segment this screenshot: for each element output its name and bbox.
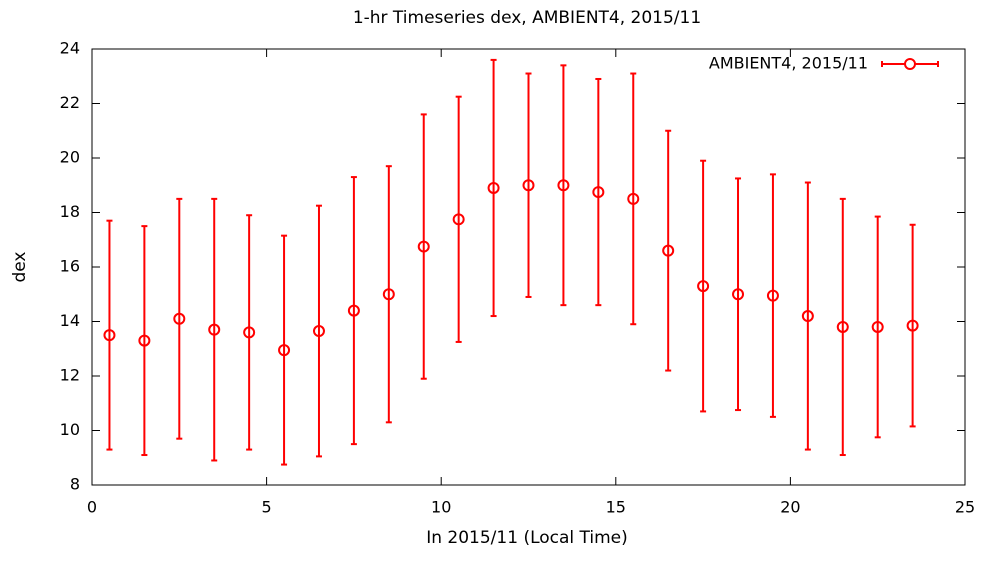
x-axis-label: In 2015/11 (Local Time) xyxy=(426,528,628,548)
point xyxy=(347,304,360,317)
point xyxy=(732,288,745,301)
point xyxy=(871,320,884,333)
point xyxy=(627,192,640,205)
y-tick-label: 16 xyxy=(60,257,80,276)
x-tick-label: 20 xyxy=(780,498,800,517)
point xyxy=(452,213,465,226)
point xyxy=(662,244,675,257)
y-tick-label: 14 xyxy=(60,311,80,330)
y-tick-label: 18 xyxy=(60,202,80,221)
chart-title: 1-hr Timeseries dex, AMBIENT4, 2015/11 xyxy=(353,8,701,28)
point xyxy=(801,310,814,323)
y-axis-label: dex xyxy=(10,251,30,282)
y-tick-label: 12 xyxy=(60,366,80,385)
x-tick-label: 15 xyxy=(606,498,626,517)
x-tick-label: 25 xyxy=(955,498,975,517)
point xyxy=(557,179,570,192)
point xyxy=(417,240,430,253)
y-tick-label: 10 xyxy=(60,420,80,439)
point xyxy=(697,280,710,293)
point xyxy=(906,319,919,332)
y-tick-label: 20 xyxy=(60,148,80,167)
legend-label: AMBIENT4, 2015/11 xyxy=(709,54,868,73)
x-tick-label: 5 xyxy=(262,498,272,517)
point xyxy=(208,323,221,336)
legend-marker xyxy=(904,58,916,70)
point xyxy=(522,179,535,192)
point xyxy=(592,186,605,199)
point xyxy=(243,326,256,339)
point xyxy=(487,181,500,194)
x-tick-label: 10 xyxy=(431,498,451,517)
y-tick-label: 22 xyxy=(60,93,80,112)
y-tick-label: 8 xyxy=(70,475,80,494)
point xyxy=(173,312,186,325)
y-tick-label: 24 xyxy=(60,39,80,58)
point xyxy=(103,329,116,342)
point xyxy=(138,334,151,347)
point xyxy=(382,288,395,301)
x-tick-label: 0 xyxy=(87,498,97,517)
point xyxy=(278,344,291,357)
point xyxy=(836,320,849,333)
point xyxy=(766,289,779,302)
point xyxy=(312,325,325,338)
